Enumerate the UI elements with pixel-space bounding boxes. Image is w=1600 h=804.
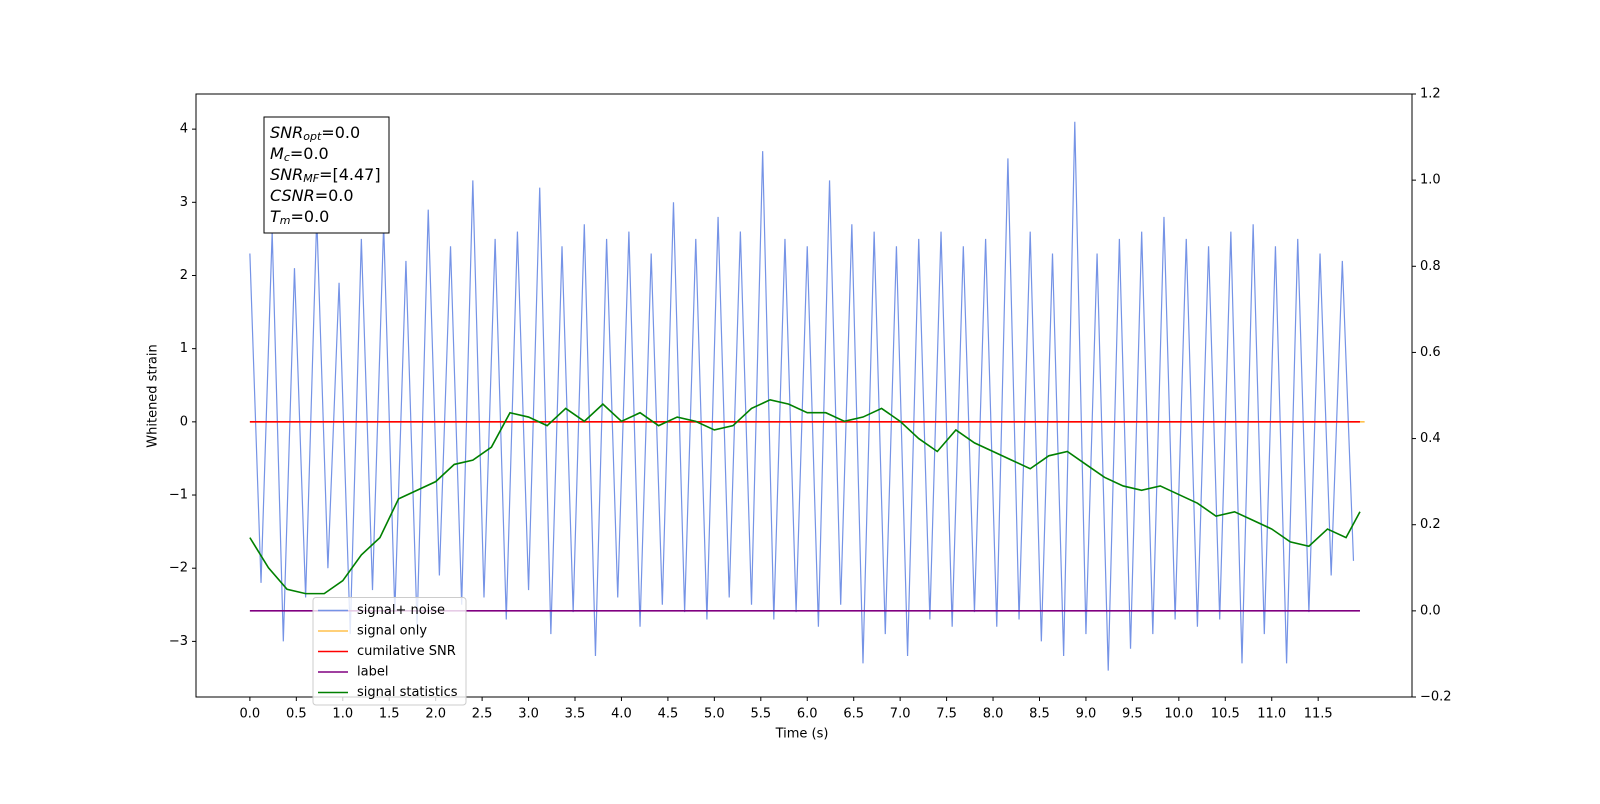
stats-value: =[4.47] <box>319 165 381 184</box>
x-tick-label: 6.5 <box>843 707 864 722</box>
stats-symbol: SNR <box>270 123 303 142</box>
x-tick-label: 10.5 <box>1211 707 1240 722</box>
x-tick-label: 11.5 <box>1304 707 1333 722</box>
x-tick-label: 5.5 <box>750 707 771 722</box>
stats-line: SNRMF=[4.47] <box>270 165 381 186</box>
x-tick-label: 11.0 <box>1257 707 1286 722</box>
y2-tick-label: 1.2 <box>1420 87 1441 102</box>
y2-tick-label: 0.0 <box>1420 603 1441 618</box>
stats-value: =0.0 <box>290 144 329 163</box>
y-axis-label: Whitened strain <box>146 344 161 447</box>
y-tick-label: −1 <box>169 488 188 503</box>
y-tick-label: 2 <box>180 268 188 283</box>
stats-symbol: T <box>270 207 281 226</box>
x-tick-label: 0.5 <box>286 707 307 722</box>
legend-label: signal only <box>357 624 427 639</box>
legend-label: cumilative SNR <box>357 644 456 659</box>
legend-label: label <box>357 665 388 680</box>
stats-value: =0.0 <box>291 207 330 226</box>
stats-value: =0.0 <box>315 186 354 205</box>
x-tick-label: 9.5 <box>1122 707 1143 722</box>
y-tick-label: 1 <box>180 341 188 356</box>
y-tick-label: −2 <box>169 561 188 576</box>
stats-line: CSNR=0.0 <box>270 186 354 205</box>
x-tick-label: 4.0 <box>611 707 632 722</box>
stats-subscript: opt <box>303 130 322 143</box>
y-tick-label: 0 <box>180 414 188 429</box>
x-tick-label: 7.5 <box>936 707 957 722</box>
axes-frame <box>195 93 1413 698</box>
y2-tick-label: 0.8 <box>1420 259 1441 274</box>
legend-label: signal+ noise <box>357 603 445 618</box>
x-tick-label: 4.5 <box>658 707 679 722</box>
x-tick-label: 3.0 <box>518 707 539 722</box>
stats-box: SNRopt=0.0Mc=0.0SNRMF=[4.47]CSNR=0.0Tm=0… <box>263 116 390 234</box>
stats-value: =0.0 <box>321 123 360 142</box>
y2-tick-label: 1.0 <box>1420 173 1441 188</box>
stats-line: Tm=0.0 <box>270 207 329 228</box>
y2-tick-label: 0.4 <box>1420 431 1441 446</box>
x-tick-label: 8.5 <box>1029 707 1050 722</box>
stats-line: SNRopt=0.0 <box>270 123 360 144</box>
stats-line: Mc=0.0 <box>270 144 329 165</box>
y-tick-label: 3 <box>180 195 188 210</box>
x-tick-label: 3.5 <box>565 707 586 722</box>
x-tick-label: 0.0 <box>240 707 261 722</box>
y2-tick-label: −0.2 <box>1420 690 1452 705</box>
x-axis-label: Time (s) <box>775 727 829 742</box>
y2-tick-label: 0.6 <box>1420 345 1441 360</box>
x-tick-label: 7.0 <box>890 707 911 722</box>
x-tick-label: 10.0 <box>1164 707 1193 722</box>
stats-symbol: CSNR <box>270 186 315 205</box>
series-line <box>249 398 1361 595</box>
stats-symbol: SNR <box>270 165 303 184</box>
x-tick-label: 8.0 <box>983 707 1004 722</box>
x-tick-label: 9.0 <box>1076 707 1097 722</box>
legend-label: signal statistics <box>357 685 458 700</box>
x-tick-label: 1.5 <box>379 707 400 722</box>
stats-subscript: c <box>284 151 290 164</box>
x-tick-label: 1.0 <box>332 707 353 722</box>
y-tick-label: −3 <box>169 634 188 649</box>
stats-box-frame <box>263 116 390 234</box>
legend: signal+ noise signal only cumilative SNR la… <box>312 597 467 706</box>
x-tick-label: 2.0 <box>425 707 446 722</box>
x-tick-label: 5.0 <box>704 707 725 722</box>
stats-symbol: M <box>270 144 284 163</box>
stats-subscript: MF <box>303 172 319 185</box>
y-tick-label: 4 <box>180 122 188 137</box>
x-tick-label: 2.5 <box>472 707 493 722</box>
series-line <box>249 121 1355 671</box>
legend-frame <box>312 597 467 706</box>
x-tick-label: 6.0 <box>797 707 818 722</box>
stats-subscript: m <box>280 214 291 227</box>
y2-tick-label: 0.2 <box>1420 517 1441 532</box>
